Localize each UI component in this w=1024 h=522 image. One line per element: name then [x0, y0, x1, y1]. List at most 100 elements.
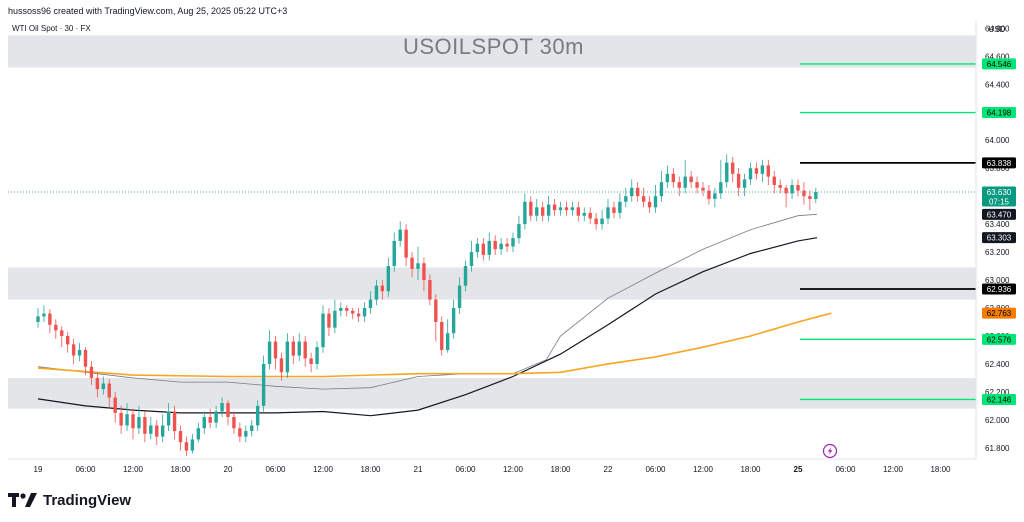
candle — [113, 391, 117, 423]
time-tick-label: 12:00 — [883, 465, 904, 474]
level-tag-64.546-text: 64.546 — [987, 60, 1012, 69]
candle — [232, 411, 236, 434]
candle-body — [511, 238, 515, 247]
time-tick-label: 18:00 — [360, 465, 381, 474]
candle — [796, 179, 800, 197]
time-tick-label: 18:00 — [930, 465, 951, 474]
candle-body — [558, 207, 563, 211]
candle — [618, 193, 622, 219]
tradingview-logo-text: TradingView — [43, 491, 132, 509]
candle — [95, 372, 100, 398]
candle-body — [719, 182, 723, 194]
candle — [689, 170, 693, 188]
candle-body — [214, 411, 218, 423]
candle-body — [481, 243, 486, 255]
candle — [582, 207, 586, 222]
candle-body — [600, 218, 604, 225]
candle-body — [422, 263, 426, 281]
candle-body — [42, 313, 46, 317]
tradingview-logo[interactable]: TradingView — [8, 489, 131, 511]
candle — [137, 405, 141, 434]
candle-body — [321, 313, 325, 348]
candle — [802, 182, 806, 205]
candle — [434, 294, 438, 342]
candle — [172, 405, 177, 440]
lightning-icon[interactable] — [822, 443, 838, 459]
candle-body — [131, 414, 135, 429]
candle-body — [398, 229, 402, 241]
candle — [713, 187, 717, 208]
candle — [499, 238, 503, 255]
candle-body — [814, 191, 818, 199]
candle — [238, 422, 242, 443]
candle — [214, 405, 218, 429]
time-tick-label: 12:00 — [503, 465, 524, 474]
candle-body — [261, 363, 266, 406]
price-tick-label: 62.000 — [985, 416, 1010, 425]
candle — [392, 232, 396, 272]
level-tag-62.576-text: 62.576 — [987, 335, 1012, 344]
candle — [612, 201, 616, 219]
candle-body — [647, 201, 652, 208]
candle — [107, 379, 111, 409]
candle-body — [155, 425, 159, 437]
candle-body — [160, 425, 165, 437]
candle-body — [689, 176, 693, 183]
candle-body — [285, 341, 290, 373]
candle-body — [630, 187, 634, 197]
candle-body — [552, 204, 557, 211]
candle — [730, 157, 735, 183]
candle — [178, 425, 183, 451]
price-tag-layer: 64.546 64.198 63.838 62.936 62.576 62.146 63.6… — [982, 58, 1016, 405]
price-tick-label: 64.400 — [985, 80, 1010, 89]
time-tick-label: 18:00 — [170, 465, 191, 474]
time-tick-label: 18:00 — [740, 465, 761, 474]
candle — [149, 417, 153, 440]
zone-1 — [8, 35, 976, 68]
candle — [386, 257, 391, 297]
candle — [71, 338, 76, 364]
candle-body — [754, 168, 759, 174]
candle-body — [184, 442, 189, 451]
candle — [671, 168, 676, 188]
time-tick-label: 20 — [224, 465, 233, 474]
candle-body — [695, 182, 699, 188]
candle — [54, 319, 58, 339]
candle — [250, 419, 254, 437]
candle — [208, 408, 212, 429]
candle-body — [796, 184, 800, 191]
candle-body — [89, 366, 94, 378]
candle — [65, 331, 70, 353]
candle-body — [303, 341, 307, 359]
candle — [155, 419, 159, 446]
level-tag-64.198-text: 64.198 — [987, 109, 1012, 118]
candle-body — [119, 412, 123, 426]
candle — [89, 361, 94, 385]
level-tag-62.576-bg — [982, 333, 1016, 345]
symbol-line[interactable]: WTI Oil Spot · 30 · FX — [12, 24, 91, 33]
time-tick-label: 12:00 — [123, 465, 144, 474]
level-tag-64.546: 64.546 — [982, 58, 1016, 70]
candle — [701, 182, 705, 197]
candle — [440, 316, 444, 356]
candle — [190, 433, 195, 454]
candle-body — [790, 184, 794, 194]
candle-body — [618, 201, 622, 213]
candle — [552, 198, 557, 216]
candle-body — [101, 383, 106, 390]
candle-body — [362, 308, 367, 317]
candle — [457, 277, 462, 314]
price-tick-label: 62.400 — [985, 360, 1010, 369]
candle-body — [345, 308, 349, 311]
watermark-title: USOILSPOT 30m — [403, 34, 584, 59]
candle-body — [535, 207, 539, 216]
ema-slow-tag-bg — [982, 232, 1016, 244]
time-tick-label: 19 — [34, 465, 43, 474]
time-tick-label: 21 — [414, 465, 423, 474]
candle-body — [333, 310, 337, 328]
candle-body — [196, 428, 201, 440]
candle — [540, 201, 545, 222]
time-axis[interactable]: 19 06:00 12:00 18:00 20 06:00 12:00 18:00 21 06:0… — [34, 465, 952, 474]
